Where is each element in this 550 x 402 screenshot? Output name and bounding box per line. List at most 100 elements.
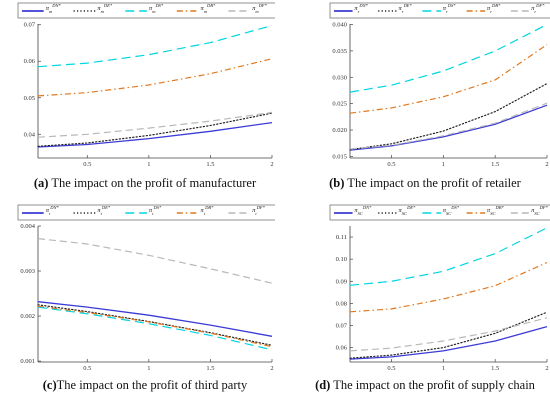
series-line-1 [349, 104, 548, 151]
legend-entry-sub: r [534, 9, 536, 14]
x-tick-label: 0.5 [83, 365, 91, 372]
chart-b: πrDN* πrDE* πrDS* πrDB* πrDF* 0.015 0.020 0.025… [329, 2, 550, 168]
legend-entry-name: DE* [403, 3, 413, 8]
series-line-5 [349, 102, 548, 150]
legend-entry-sub: r [490, 9, 492, 14]
y-tick-label: 0.030 [332, 74, 347, 81]
caption-b: (b) The impact on the profit of retailer [300, 176, 550, 191]
y-tick-label: 0.04 [24, 131, 36, 138]
x-tick-label: 0.5 [387, 161, 395, 168]
y-tick-label: 0.05 [24, 95, 35, 102]
legend-entry-sub: t [101, 211, 103, 216]
y-tick-label: 0.07 [336, 323, 348, 330]
x-tick-label: 2 [270, 161, 273, 168]
legend-entry-name: DS* [447, 3, 456, 8]
series-line-2 [349, 311, 548, 359]
series-line-5 [37, 111, 273, 138]
series-line-1 [37, 301, 273, 337]
x-tick-label: 2 [545, 365, 548, 372]
legend-c: πtDN* πtDE* πtDS* πtDB* πtDF* [17, 204, 277, 221]
y-tick-label: 0.08 [336, 300, 347, 307]
legend-a: πmDN* πmDE* πmDS* πmDB* πmDF* [17, 2, 277, 19]
series-line-4 [37, 58, 273, 97]
series-line-3 [349, 23, 548, 93]
series-line-4 [349, 261, 548, 313]
legend-entry-sub: t [255, 211, 257, 216]
y-tick-label: 0.004 [20, 223, 35, 230]
y-tick-label: 0.025 [332, 101, 347, 108]
series-line-5 [349, 317, 548, 352]
legend-entry-sub: t [152, 211, 154, 216]
legend-entry-sub: SC [490, 211, 496, 216]
legend-entry-name: DS* [450, 205, 459, 210]
chart-panel-d: πSCDN* πSCDE* πSCDS* πSCDB* πSCDF* 0.06 0.07 0.… [310, 202, 550, 374]
legend-entry-name: DS* [152, 205, 161, 210]
caption-a-text: The impact on the profit of manufacturer [48, 176, 257, 190]
legend-entry-name: DF* [258, 3, 268, 8]
legend-entry-name: DF* [535, 3, 545, 8]
x-tick-label: 1.5 [491, 365, 499, 372]
y-tick-label: 0.035 [332, 48, 347, 55]
caption-c-text: The impact on the profit of third party [56, 378, 248, 392]
x-tick-label: 1.5 [206, 161, 214, 168]
x-tick-label: 2 [270, 365, 273, 372]
legend-entry-sub: SC [358, 211, 364, 216]
legend-entry-name: DN* [362, 205, 372, 210]
x-tick-label: 1.5 [206, 365, 214, 372]
x-tick-label: 1.5 [491, 161, 499, 168]
caption-d-text: The impact on the profit of supply chain [330, 378, 535, 392]
series-line-4 [349, 44, 548, 114]
series-line-5 [37, 238, 273, 284]
y-tick-label: 0.020 [332, 127, 347, 134]
series-line-1 [37, 121, 273, 148]
y-tick-label: 0.002 [20, 313, 35, 320]
caption-b-label: (b) [329, 176, 345, 190]
x-tick-label: 2 [545, 161, 548, 168]
caption-a: (a) The impact on the profit of manufact… [0, 176, 290, 191]
caption-d: (d) The impact on the profit of supply c… [300, 378, 550, 393]
y-tick-label: 0.07 [24, 22, 36, 29]
legend-entry-name: DE* [406, 205, 416, 210]
legend-entry-sub: m [255, 9, 259, 14]
chart-panel-a: πmDN* πmDE* πmDS* πmDB* πmDF* 0.04 0.05 0.06 0.0… [0, 0, 277, 170]
legend-entry-sub: r [358, 9, 360, 14]
legend-entry-name: DS* [154, 3, 163, 8]
x-tick-label: 1 [147, 161, 150, 168]
series-line-1 [349, 325, 548, 360]
legend-entry-name: DF* [539, 205, 549, 210]
legend-entry-3: πSCDS* [443, 205, 460, 216]
x-tick-label: 0.5 [387, 365, 395, 372]
legend-entry-name: DB* [494, 205, 504, 210]
legend-entry-sub: SC [402, 211, 408, 216]
legend-entry-sub: m [204, 9, 208, 14]
legend-entry-sub: t [49, 211, 51, 216]
x-tick-label: 1 [442, 161, 445, 168]
legend-entry-name: DB* [206, 3, 216, 8]
legend-entry-sub: SC [446, 211, 452, 216]
legend-entry-sub: r [402, 9, 404, 14]
legend-entry-name: DN* [51, 3, 61, 8]
y-tick-label: 0.06 [336, 345, 348, 352]
legend-entry-sub: m [49, 9, 53, 14]
caption-b-text: The impact on the profit of retailer [344, 176, 521, 190]
y-tick-label: 0.040 [332, 22, 347, 29]
caption-c-label: (c) [42, 378, 57, 392]
y-tick-label: 0.10 [336, 256, 347, 263]
y-tick-label: 0.001 [20, 358, 35, 365]
legend-entry-sub: m [152, 9, 156, 14]
legend-entry-sub: SC [534, 211, 540, 216]
x-tick-label: 1 [147, 365, 150, 372]
caption-a-label: (a) [33, 176, 49, 190]
legend-entry-name: DN* [49, 205, 59, 210]
series-line-3 [37, 306, 273, 351]
y-tick-label: 0.09 [336, 278, 347, 285]
chart-c: πtDN* πtDE* πtDS* πtDB* πtDF* 0.001 0.002 0.003… [17, 204, 277, 372]
legend-entry-sub: t [204, 211, 206, 216]
legend-entry-name: DN* [358, 3, 368, 8]
y-tick-label: 0.015 [332, 153, 347, 160]
series-line-2 [37, 112, 273, 147]
chart-a: πmDN* πmDE* πmDS* πmDB* πmDF* 0.04 0.05 0.06 0.0… [17, 2, 277, 168]
chart-d: πSCDN* πSCDE* πSCDS* πSCDB* πSCDF*0.060.070.… [329, 204, 550, 372]
legend-entry-sub: r [446, 9, 448, 14]
legend-entry-name: DE* [101, 205, 111, 210]
